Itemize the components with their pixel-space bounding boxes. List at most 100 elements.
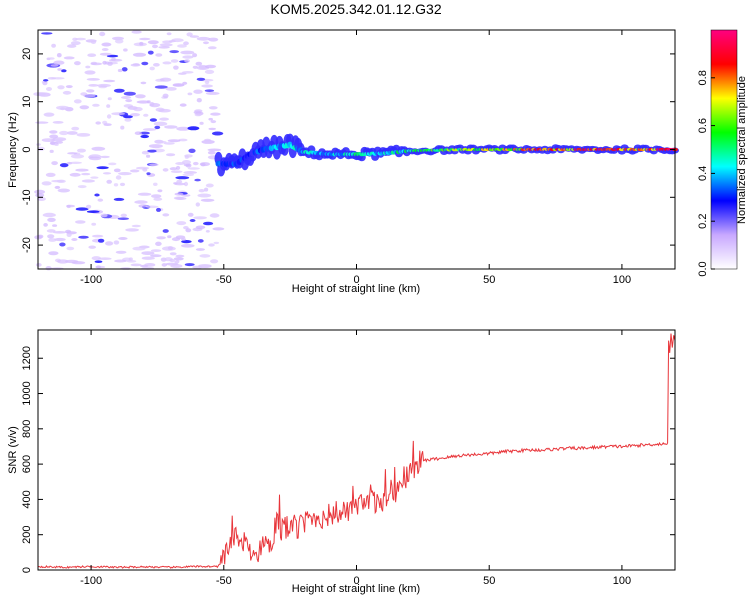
colorbar-tick-label: 0.0 xyxy=(697,261,709,276)
spectrogram-noise-cell xyxy=(62,90,72,95)
spectrogram-noise-cell xyxy=(148,144,163,149)
spectrogram-noise-cell xyxy=(195,248,205,251)
spectrogram-noise-cell xyxy=(48,57,55,60)
spectrogram-noise-cell xyxy=(88,245,96,249)
spectrogram-noise-cell xyxy=(121,96,132,99)
spectrogram-noise-cell xyxy=(167,139,181,143)
spectrogram-noise-cell xyxy=(52,121,64,124)
spectrogram-noise-cell xyxy=(125,228,139,232)
spectrogram-noise-cell xyxy=(106,179,112,184)
spectrogram-noise-cell xyxy=(159,43,173,47)
spectrogram-noise-cell xyxy=(57,85,65,90)
snr-y-tick-label: 600 xyxy=(21,455,33,473)
spectrogram-noise-cell xyxy=(204,187,209,192)
spectrogram-noise-cell xyxy=(47,77,57,80)
spectrogram-noise-cell xyxy=(97,238,105,243)
spectrogram-noise-cell xyxy=(67,44,77,48)
spectrogram-noise-cell xyxy=(176,221,187,226)
spectrogram-noise-cell xyxy=(156,207,161,212)
spectrogram-noise-cell xyxy=(66,232,72,237)
spectrogram-noise-cell xyxy=(113,88,125,93)
spectrogram-noise-cell xyxy=(131,224,141,228)
spectrogram-noise-cell xyxy=(120,125,125,130)
spectrogram-noise-cell xyxy=(118,172,132,176)
spectrogram-noise-cell xyxy=(94,260,103,264)
spectrogram-noise-cell xyxy=(75,220,86,224)
spectrogram-noise-cell xyxy=(141,256,155,260)
spectrogram-noise-cell xyxy=(195,225,206,230)
spectrogram-noise-cell xyxy=(187,212,194,217)
spectrogram-noise-cell xyxy=(34,189,46,195)
colorbar-ticks: 0.0 0.2 0.4 0.6 0.8 xyxy=(697,70,715,277)
snr-y-tick-label: 1000 xyxy=(21,381,33,405)
spectrogram-noise-cell xyxy=(108,58,123,62)
spectrogram-x-tick-label: 100 xyxy=(613,274,631,286)
spectrogram-noise-cell xyxy=(134,200,148,204)
snr-x-tick-label: 0 xyxy=(353,575,359,587)
spectrogram-noise-cell xyxy=(79,105,90,110)
spectrogram-noise-cell xyxy=(126,260,137,263)
spectrogram-noise-cell xyxy=(42,212,56,218)
spectrogram-noise-cell xyxy=(37,197,46,201)
spectrogram-noise-cell xyxy=(66,246,75,251)
colorbar-tick-label: 0.4 xyxy=(697,166,709,181)
spectrogram-noise-cell xyxy=(86,210,100,213)
spectrogram-noise-cell xyxy=(91,222,97,226)
spectrogram-noise-cell xyxy=(132,52,147,57)
spectrogram-noise-cell xyxy=(106,54,119,58)
spectrogram-noise-cell xyxy=(143,113,149,117)
colorbar: 0.0 0.2 0.4 0.6 0.8 Normalized spectral ampl… xyxy=(697,29,748,277)
spectrogram-noise-cell xyxy=(140,134,149,139)
spectrogram-noise-cell xyxy=(183,171,197,174)
snr-panel: -100 -50 0 50 100 0 200 400 600 800 1000 1200 Heig… xyxy=(7,329,676,595)
spectrogram-noise-cell xyxy=(181,238,187,241)
spectrogram-noise-cell xyxy=(198,64,208,70)
spectrogram-noise-cell xyxy=(192,53,198,58)
spectrogram-noise-cell xyxy=(199,254,211,258)
snr-y-tick-label: 1200 xyxy=(21,346,33,370)
spectrogram-y-ticks: -20 -10 0 10 20 xyxy=(21,48,675,253)
spectrogram-noise-cell xyxy=(152,44,158,49)
spectrogram-noise-cell xyxy=(95,265,102,269)
spectrogram-noise-cell xyxy=(188,148,196,153)
spectrogram-noise-cell xyxy=(207,150,216,155)
spectrogram-noise-cell xyxy=(91,256,102,261)
spectrogram-noise-cell xyxy=(125,99,133,103)
spectrogram-noise-cell xyxy=(54,185,61,189)
spectrogram-noise-cell xyxy=(98,257,112,261)
spectrogram-noise-cell xyxy=(170,264,183,268)
spectrogram-noise-cell xyxy=(70,41,81,46)
spectrogram-noise-cell xyxy=(64,259,79,264)
snr-x-tick-label: -50 xyxy=(216,575,232,587)
spectrogram-noise-cell xyxy=(81,172,91,176)
spectrogram-noise-cell xyxy=(105,241,114,246)
spectrogram-noise-cell xyxy=(54,140,64,144)
spectrogram-noise-cell xyxy=(183,41,189,46)
spectrogram-noise-cell xyxy=(117,68,123,73)
spectrogram-noise-cell xyxy=(207,148,222,152)
spectrogram-noise-cell xyxy=(140,81,147,85)
spectrogram-noise-cell xyxy=(59,163,69,168)
spectrogram-noise-cell xyxy=(139,41,144,46)
spectrogram-noise-cell xyxy=(50,141,56,145)
spectrogram-y-tick-label: 20 xyxy=(21,48,33,60)
spectrogram-noise-cell xyxy=(177,44,187,48)
spectrogram-noise-cell xyxy=(171,237,181,242)
spectrogram-noise-cell xyxy=(208,117,213,121)
spectrogram-noise-cell xyxy=(169,167,178,171)
spectrogram-noise-cell xyxy=(128,257,133,261)
spectrogram-noise-cell xyxy=(183,181,189,187)
spectrogram-noise-cell xyxy=(100,213,108,218)
spectrogram-noise-cell xyxy=(196,77,206,81)
spectrogram-noise-cell xyxy=(158,140,167,144)
spectrogram-noise-cell xyxy=(90,176,99,179)
spectrogram-noise-cell xyxy=(196,98,202,103)
spectrogram-noise-cell xyxy=(180,50,195,55)
spectrogram-noise-cell xyxy=(149,102,155,107)
spectrogram-noise-cell xyxy=(174,182,186,186)
spectrogram-noise-cell xyxy=(74,61,81,66)
spectrogram-noise-cell xyxy=(159,117,170,121)
spectrogram-noise-cell xyxy=(135,166,150,170)
spectrogram-noise-cell xyxy=(141,61,149,66)
spectrogram-x-tick-label: 0 xyxy=(353,274,359,286)
